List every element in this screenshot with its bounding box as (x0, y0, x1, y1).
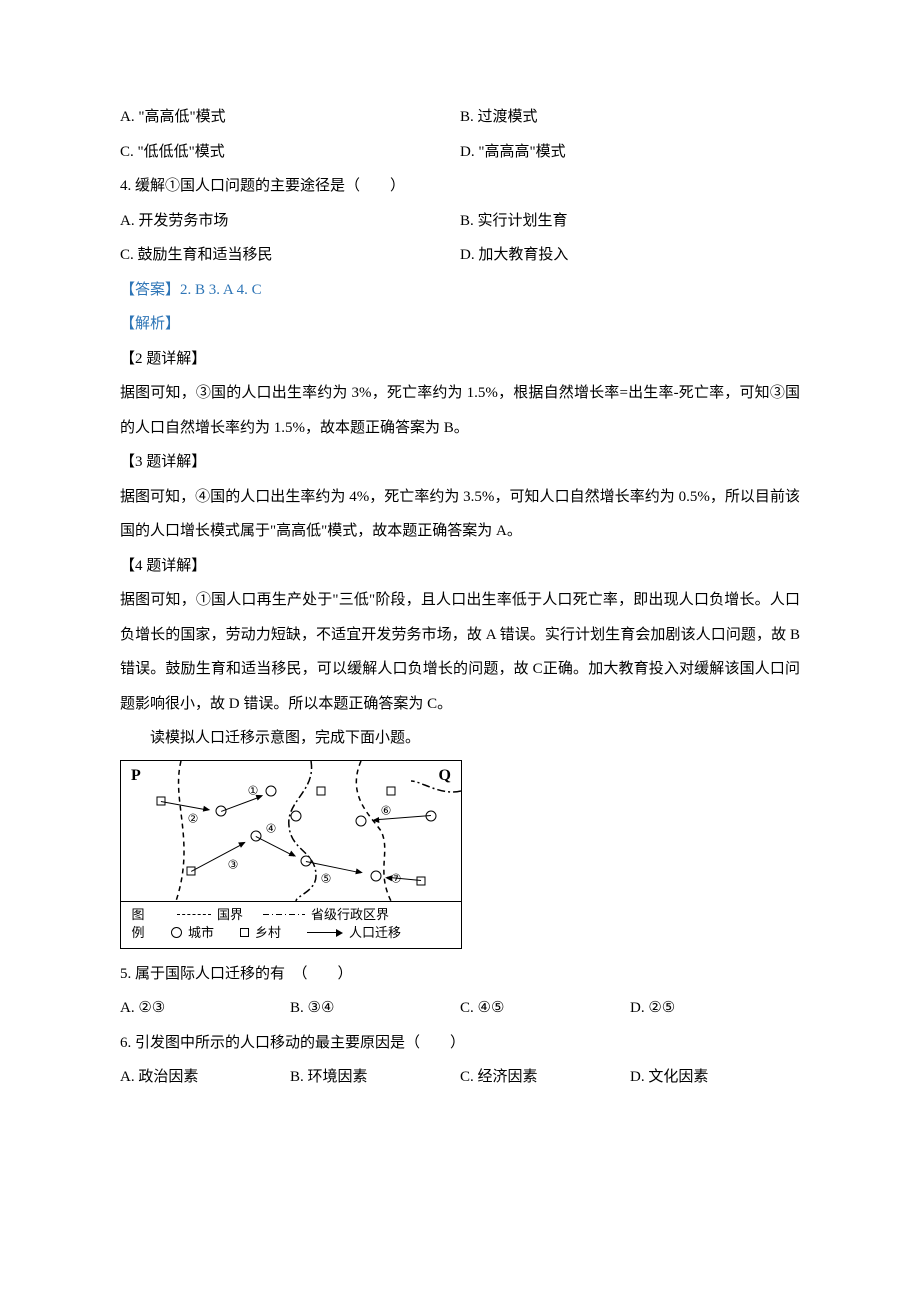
q4-options-row2: C. 鼓励生育和适当移民 D. 加大教育投入 (120, 238, 800, 273)
q5-option-a: A. ②③ (120, 991, 290, 1026)
q4-option-d: D. 加大教育投入 (460, 238, 800, 273)
q-prev-option-c: C. "低低低"模式 (120, 135, 460, 170)
figure-label-q: Q (439, 765, 451, 787)
arrow-number: ⑤ (321, 870, 332, 887)
q4-option-a: A. 开发劳务市场 (120, 204, 460, 239)
arrow-number: ⑦ (391, 870, 402, 887)
detail3-body: 据图可知，④国的人口出生率约为 4%，死亡率约为 3.5%，可知人口自然增长率约… (120, 480, 800, 549)
migration-figure: P Q ① ② ③ ④ ⑤ ⑥ ⑦ 图 国界 省级行政区界 例 城市 乡村 (120, 760, 462, 949)
legend-row-1: 图 国界 省级行政区界 (129, 906, 453, 924)
legend-prov-icon (263, 914, 305, 915)
q5-stem: 5. 属于国际人口迁移的有 （ ） (120, 957, 800, 992)
q4-option-b: B. 实行计划生育 (460, 204, 800, 239)
q-prev-option-b: B. 过渡模式 (460, 100, 800, 135)
q6-stem: 6. 引发图中所示的人口移动的最主要原因是（ ） (120, 1026, 800, 1061)
legend-prov-label: 省级行政区界 (311, 906, 389, 924)
q5-option-b: B. ③④ (290, 991, 460, 1026)
legend-row-2: 例 城市 乡村 人口迁移 (129, 924, 453, 942)
q5-option-c: C. ④⑤ (460, 991, 630, 1026)
arrow-number: ④ (266, 820, 277, 837)
legend-city-label: 城市 (188, 924, 214, 942)
arrow-number: ③ (228, 856, 239, 873)
q6-option-a: A. 政治因素 (120, 1060, 290, 1095)
legend-migrate-label: 人口迁移 (349, 924, 401, 942)
q4-option-c: C. 鼓励生育和适当移民 (120, 238, 460, 273)
arrow-number: ① (248, 782, 259, 799)
village-node (317, 786, 326, 795)
legend-village-icon (240, 928, 249, 937)
village-node (387, 786, 396, 795)
q4-stem: 4. 缓解①国人口问题的主要途径是（ ） (120, 169, 800, 204)
figure-intro: 读模拟人口迁移示意图，完成下面小题。 (120, 721, 800, 756)
legend-arrow-icon (307, 929, 343, 937)
q-prev-option-d: D. "高高高"模式 (460, 135, 800, 170)
city-node (266, 785, 277, 796)
q6-option-d: D. 文化因素 (630, 1060, 800, 1095)
arrow-number: ⑥ (381, 802, 392, 819)
answer-line: 【答案】2. B 3. A 4. C (120, 273, 800, 308)
document-page: A. "高高低"模式 B. 过渡模式 C. "低低低"模式 D. "高高高"模式… (0, 0, 920, 1155)
figure-main-area: P Q ① ② ③ ④ ⑤ ⑥ ⑦ (121, 761, 461, 902)
q5-options: A. ②③ B. ③④ C. ④⑤ D. ②⑤ (120, 991, 800, 1026)
detail4-title: 【4 题详解】 (120, 549, 800, 584)
city-node (371, 870, 382, 881)
q-prev-options-row1: A. "高高低"模式 B. 过渡模式 (120, 100, 800, 135)
legend-village-label: 乡村 (255, 924, 281, 942)
arrow-number: ② (188, 810, 199, 827)
legend-title-1: 图 (129, 906, 147, 924)
detail4-body: 据图可知，①国人口再生产处于"三低"阶段，且人口出生率低于人口死亡率，即出现人口… (120, 583, 800, 721)
q6-options: A. 政治因素 B. 环境因素 C. 经济因素 D. 文化因素 (120, 1060, 800, 1095)
q5-option-d: D. ②⑤ (630, 991, 800, 1026)
figure-legend: 图 国界 省级行政区界 例 城市 乡村 人口迁移 (121, 902, 461, 948)
legend-title-2: 例 (129, 924, 147, 942)
figure-label-p: P (131, 765, 141, 787)
analysis-label: 【解析】 (120, 307, 800, 342)
q-prev-options-row2: C. "低低低"模式 D. "高高高"模式 (120, 135, 800, 170)
legend-border-icon (177, 914, 211, 915)
q-prev-option-a: A. "高高低"模式 (120, 100, 460, 135)
legend-city-icon (171, 927, 182, 938)
city-node (356, 815, 367, 826)
legend-border-label: 国界 (217, 906, 243, 924)
q4-options-row1: A. 开发劳务市场 B. 实行计划生育 (120, 204, 800, 239)
detail2-title: 【2 题详解】 (120, 342, 800, 377)
q6-option-b: B. 环境因素 (290, 1060, 460, 1095)
detail3-title: 【3 题详解】 (120, 445, 800, 480)
detail2-body: 据图可知，③国的人口出生率约为 3%，死亡率约为 1.5%，根据自然增长率=出生… (120, 376, 800, 445)
city-node (291, 810, 302, 821)
q6-option-c: C. 经济因素 (460, 1060, 630, 1095)
